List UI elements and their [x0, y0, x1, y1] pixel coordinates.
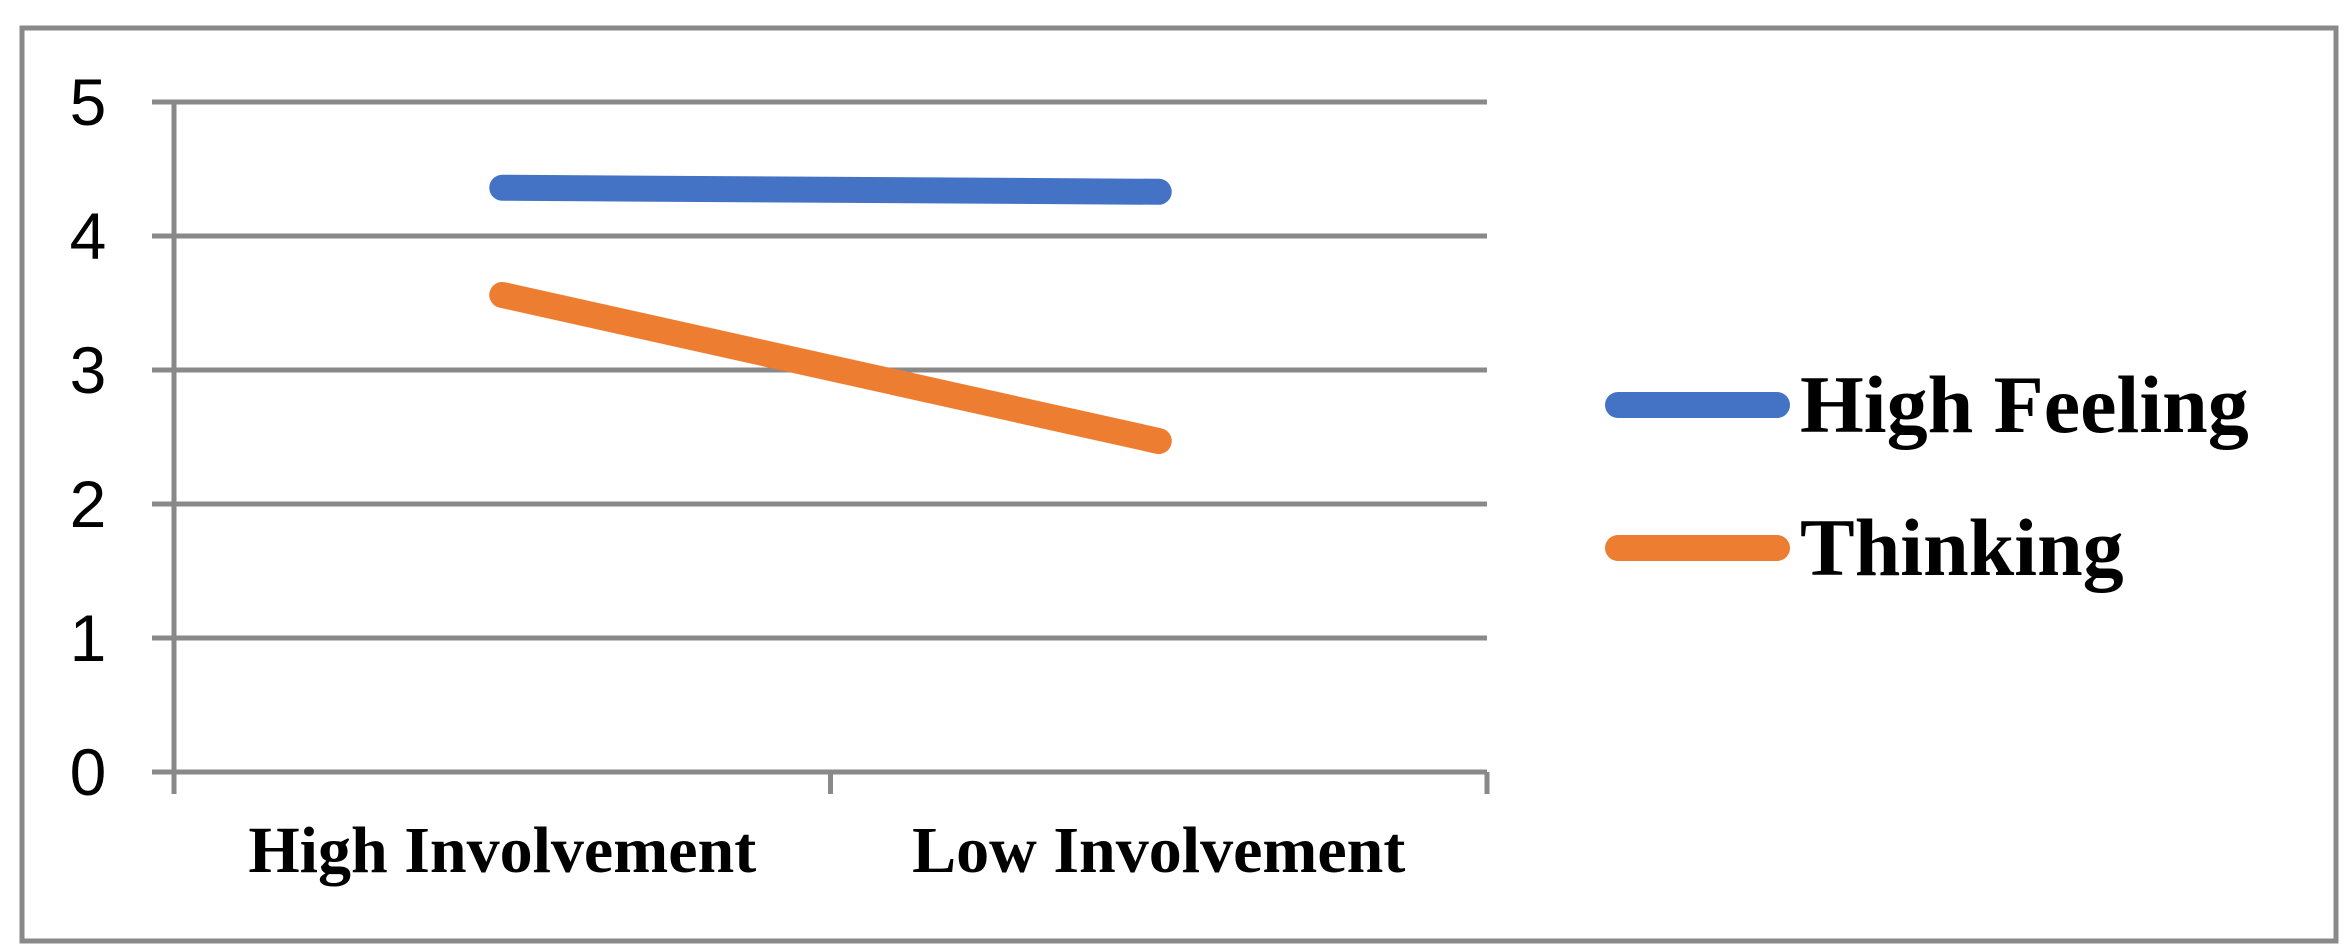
- series-lines: [489, 174, 1172, 455]
- legend-label: High Feeling: [1800, 359, 2249, 450]
- axes: [171, 102, 1490, 794]
- chart-frame: [19, 25, 2339, 944]
- y-axis-labels: 0 1 2 3 4 5: [70, 65, 107, 809]
- legend-label: Thinking: [1800, 502, 2124, 593]
- gridlines: [152, 99, 1487, 775]
- y-tick-label: 2: [70, 467, 107, 541]
- y-tick-label: 0: [70, 735, 107, 809]
- y-tick-label: 1: [70, 601, 107, 675]
- x-category-label: Low Involvement: [912, 814, 1405, 887]
- chart-border: [19, 25, 2339, 944]
- y-tick-label: 5: [70, 65, 107, 139]
- series-line-high-feeling: [489, 174, 1172, 205]
- legend: High Feeling Thinking: [1605, 359, 2249, 593]
- y-tick-label: 4: [70, 199, 107, 273]
- x-category-label: High Involvement: [248, 814, 756, 887]
- series-line-thinking: [489, 281, 1172, 455]
- y-tick-label: 3: [70, 333, 107, 407]
- x-axis-labels: High Involvement Low Involvement: [248, 814, 1405, 887]
